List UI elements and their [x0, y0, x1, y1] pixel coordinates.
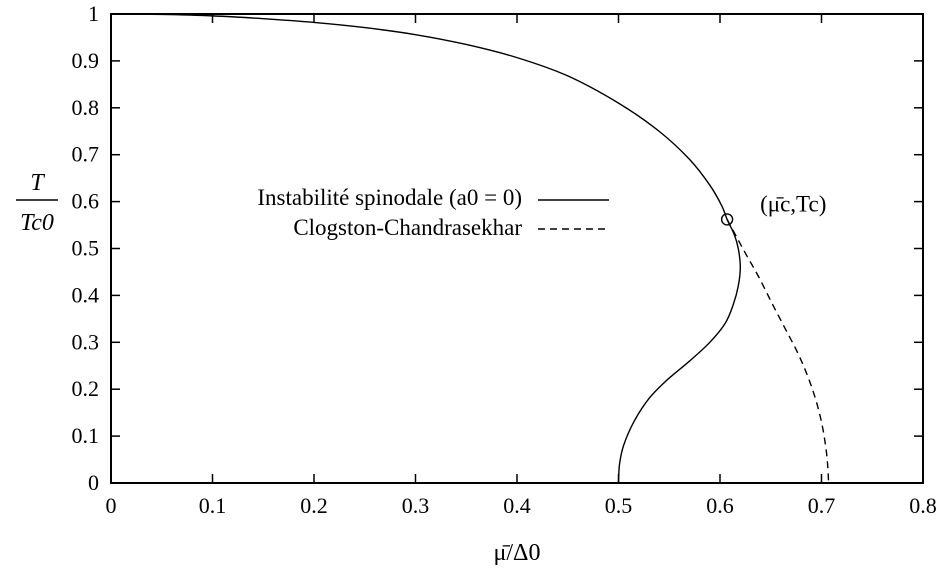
x-tick-label: 0.1	[199, 493, 227, 518]
y-tick-label: 0.9	[72, 48, 100, 73]
plot-frame	[110, 13, 924, 484]
x-tick-label: 0.5	[605, 493, 633, 518]
y-tick-label: 0.5	[72, 236, 100, 261]
y-tick-label: 0.7	[72, 142, 100, 167]
x-tick-label: 0	[106, 493, 117, 518]
y-tick-label: 0.1	[72, 423, 100, 448]
clogston-curve	[726, 219, 830, 484]
tick-labels: 0 0.1 0.2 0.3 0.4 0.5 0.6 0.7 0.8 0 0.1 0.2 0.3 0.4 0.…	[72, 1, 937, 518]
y-tick-label: 0.8	[72, 95, 100, 120]
y-tick-label: 0.3	[72, 329, 100, 354]
x-tick-label: 0.8	[909, 493, 937, 518]
y-axis-label-numerator: T	[30, 170, 45, 196]
critical-point-marker	[720, 213, 734, 226]
y-tick-label: 0.2	[72, 376, 100, 401]
critical-point-label: (μ̄c,Tc)	[760, 191, 826, 216]
x-tick-label: 0.7	[808, 493, 836, 518]
y-tick-label: 0.6	[72, 189, 100, 214]
legend: Instabilité spinodale (a0 = 0) Clogston-…	[257, 185, 609, 240]
x-tick-label: 0.4	[503, 493, 531, 518]
spinodal-curve	[110, 13, 742, 484]
legend-label-clogston: Clogston-Chandrasekhar	[293, 215, 522, 240]
curves	[110, 13, 830, 484]
y-tick-label: 0	[88, 470, 99, 495]
y-axis-label: T Tc0	[16, 170, 58, 236]
y-axis-label-denominator: Tc0	[20, 210, 54, 236]
x-axis-label: μ̄/Δ0	[494, 540, 541, 566]
axis-ticks	[110, 13, 924, 484]
x-tick-label: 0.6	[706, 493, 734, 518]
x-tick-label: 0.2	[300, 493, 328, 518]
x-tick-label: 0.3	[402, 493, 430, 518]
y-tick-label: 1	[88, 1, 99, 26]
legend-label-spinodal: Instabilité spinodale (a0 = 0)	[257, 185, 522, 210]
y-tick-label: 0.4	[72, 282, 100, 307]
